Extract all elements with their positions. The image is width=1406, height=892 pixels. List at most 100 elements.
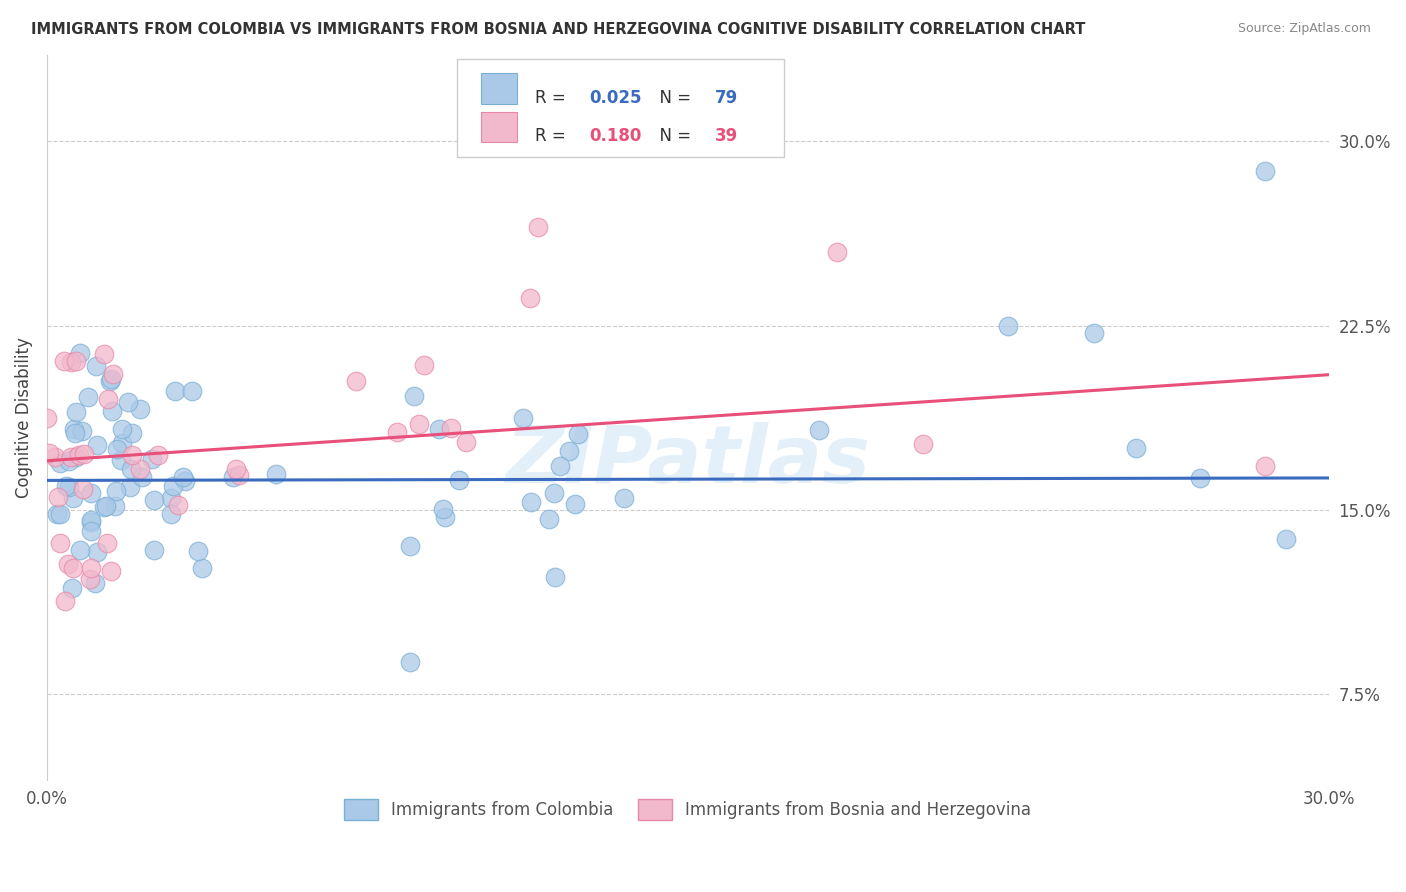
Point (432, 501, 454, 516)
Text: R =: R = (536, 89, 571, 107)
Text: ZIPatlas: ZIPatlas (505, 422, 870, 500)
Point (427, 422, 450, 436)
Point (402, 389, 425, 403)
Point (121, 448, 143, 462)
Point (58, 557, 80, 571)
Point (46, 507, 69, 521)
Point (191, 560, 214, 574)
Point (80, 515, 103, 529)
Point (433, 509, 456, 524)
Point (55, 479, 77, 493)
Point (128, 401, 150, 416)
Point (1189, 471, 1212, 485)
Point (63, 422, 86, 436)
Point (77, 390, 100, 404)
Point (567, 427, 589, 442)
Point (38, 446, 60, 460)
Point (1125, 442, 1147, 456)
Point (100, 372, 122, 386)
FancyBboxPatch shape (481, 112, 517, 142)
Point (67, 448, 90, 462)
Point (146, 448, 169, 462)
Point (512, 410, 534, 425)
Point (65, 405, 87, 419)
Point (49, 536, 72, 550)
Point (454, 435, 477, 450)
Point (70, 424, 93, 438)
Point (80, 561, 103, 575)
Point (519, 495, 541, 509)
Point (93, 347, 115, 361)
Point (613, 491, 636, 505)
Text: 0.180: 0.180 (589, 127, 641, 145)
Point (413, 358, 436, 372)
Point (86, 438, 108, 452)
Point (1253, 458, 1275, 473)
Text: N =: N = (650, 89, 697, 107)
Point (46, 490, 69, 504)
Point (997, 318, 1019, 333)
Point (63, 425, 86, 440)
Text: 39: 39 (714, 127, 738, 145)
Point (96, 536, 118, 550)
Point (72, 482, 94, 496)
Point (100, 565, 122, 579)
Point (94, 499, 117, 513)
Point (129, 461, 152, 475)
Point (131, 470, 153, 484)
Point (65, 450, 87, 464)
Point (104, 499, 127, 513)
Point (35, 410, 58, 425)
Text: 79: 79 (714, 89, 738, 107)
FancyBboxPatch shape (481, 73, 517, 103)
Point (911, 436, 934, 450)
Point (1275, 533, 1298, 547)
Point (162, 479, 184, 493)
Point (84, 576, 107, 591)
Point (73, 447, 96, 461)
Point (111, 422, 134, 436)
Point (79, 572, 101, 586)
Point (564, 497, 586, 511)
Point (97, 392, 120, 407)
Point (100, 404, 122, 418)
Point (62, 491, 84, 506)
Point (344, 375, 367, 389)
Point (538, 512, 561, 526)
Point (228, 467, 250, 482)
Point (174, 475, 197, 489)
Point (527, 220, 550, 235)
Point (543, 486, 565, 500)
Point (1083, 326, 1105, 340)
Point (49, 456, 72, 470)
Point (104, 484, 127, 499)
Point (69, 346, 91, 360)
Point (121, 425, 143, 440)
Point (264, 467, 287, 481)
Point (160, 508, 183, 522)
Point (53, 354, 76, 368)
Point (399, 540, 422, 554)
Point (58, 480, 80, 494)
Point (1253, 163, 1275, 178)
Point (120, 480, 142, 494)
Point (110, 453, 132, 467)
Point (84, 359, 107, 374)
Point (69, 543, 91, 558)
Text: N =: N = (650, 127, 697, 145)
Point (187, 543, 209, 558)
Text: 0.025: 0.025 (589, 89, 641, 107)
Point (225, 462, 247, 476)
Point (159, 491, 181, 505)
Point (80, 486, 103, 500)
Point (143, 542, 166, 557)
Point (408, 417, 430, 432)
Text: R =: R = (536, 127, 571, 145)
Point (117, 395, 139, 409)
FancyBboxPatch shape (457, 59, 785, 157)
Point (105, 442, 128, 456)
Point (44, 450, 66, 464)
Point (53, 594, 76, 608)
Point (111, 436, 134, 450)
Point (98, 374, 121, 388)
